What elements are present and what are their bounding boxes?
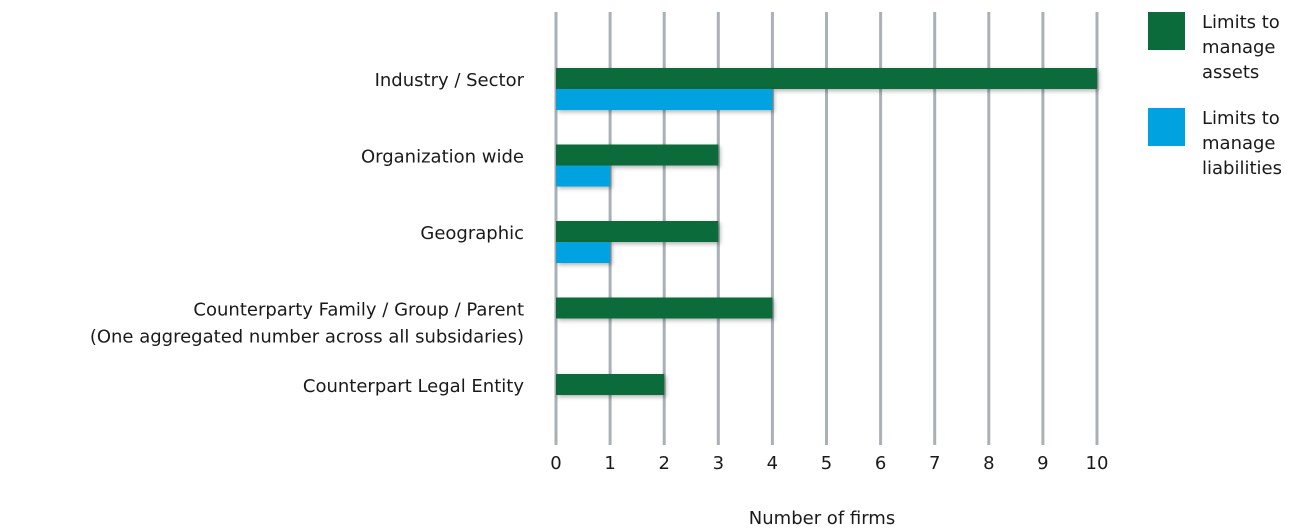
x-tick-label: 6 [875,453,886,474]
x-tick-label: 3 [713,453,724,474]
x-tick-label: 8 [983,453,994,474]
y-tick-label: Counterparty Family / Group / Parent (One… [90,300,524,348]
y-tick-label: Organization wide [361,147,524,168]
x-tick-label: 4 [767,453,778,474]
legend-label: Limits to manage liabilities [1202,108,1282,179]
x-tick-label: 10 [1086,453,1109,474]
legend-swatch [1148,12,1185,50]
bar [556,297,773,319]
x-axis-label: Number of firms [749,508,895,529]
bar [556,68,1097,89]
x-tick-label: 9 [1037,453,1048,474]
bar [556,89,773,110]
x-tick-label: 5 [821,453,832,474]
legend-swatch [1148,108,1185,146]
x-tick-label: 1 [604,453,615,474]
y-tick-label: Counterpart Legal Entity [303,376,524,397]
bar [556,242,611,263]
y-tick-label: Industry / Sector [375,70,525,91]
legend-label: Limits to manage assets [1202,12,1280,83]
bar [556,374,665,395]
bar [556,144,719,166]
bar [556,221,719,242]
x-tick-label: 7 [929,453,940,474]
x-tick-label: 0 [550,453,561,474]
y-tick-label: Geographic [420,223,524,244]
x-tick-label: 2 [658,453,669,474]
bar [556,165,611,187]
